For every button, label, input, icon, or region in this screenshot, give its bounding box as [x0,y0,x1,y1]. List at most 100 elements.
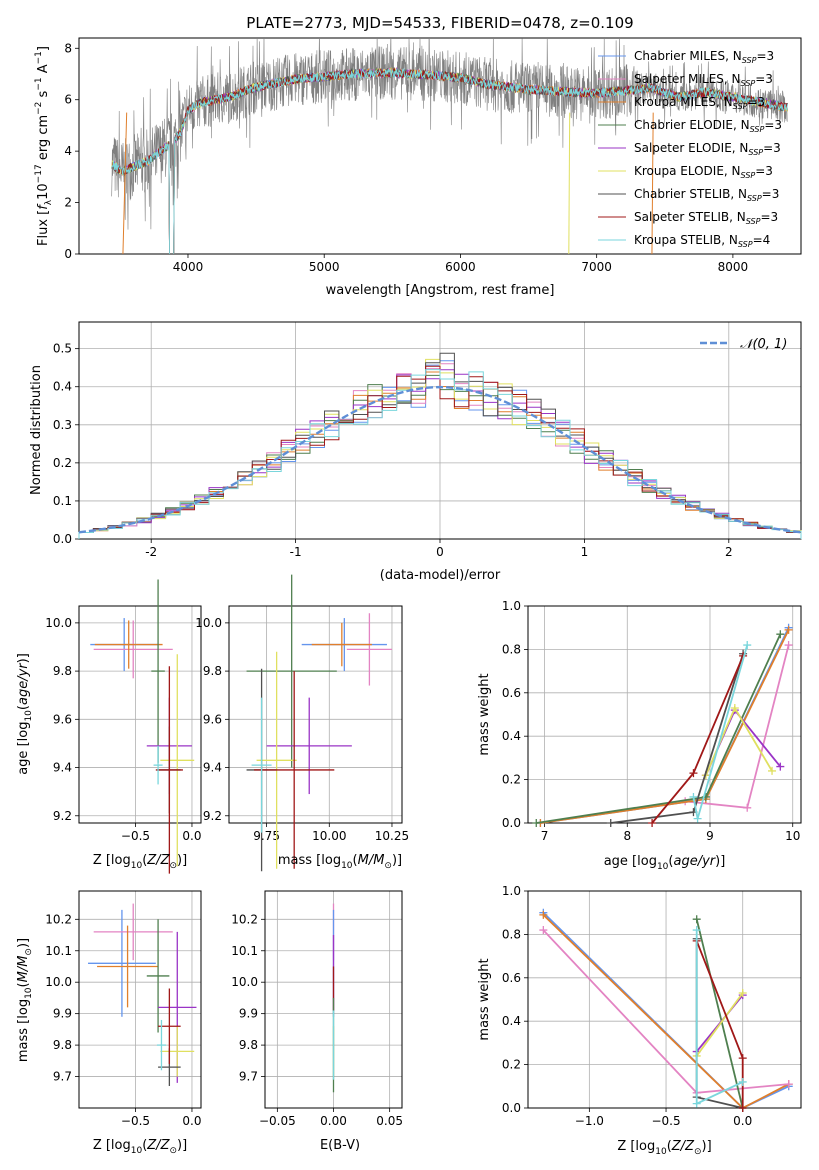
y-tick-label: 1.0 [502,599,521,613]
y-tick-label: 0.2 [53,456,72,470]
x-tick-label: 4000 [173,260,204,274]
y-axis-label: mass weight [477,673,492,755]
weight-marker [606,819,615,827]
y-tick-label: 0.4 [53,380,72,394]
axes-age_vs_mass: 9.75 10.00 10.25 9.2 9.4 9.6 9.8 10.0 mass [log1… [195,574,409,872]
y-tick-label: 9.9 [239,1007,258,1021]
plot-frame [78,890,202,1109]
y-tick-label: 9.6 [53,712,72,726]
x-axis-label: age [log10(age/yr)] [604,854,726,872]
model-dip [122,112,128,254]
y-tick-label: 0 [64,247,72,261]
y-tick-label: 0.4 [502,729,521,743]
x-tick-label: -2 [145,545,157,559]
weight-marker [539,910,548,919]
y-tick-label: 10.2 [45,912,72,926]
plot-frame [78,605,202,824]
y-tick-label: 8 [64,41,72,55]
x-tick-label: 8 [623,829,631,843]
weight-marker [539,926,548,935]
y-tick-label: 9.8 [203,664,222,678]
y-tick-label: 0.6 [502,971,521,985]
x-axis-label: Z [log10(Z/Z⊙)] [617,1139,711,1157]
y-tick-label: 9.9 [53,1007,72,1021]
y-tick-label: 9.7 [53,1070,72,1084]
y-tick-label: 10.0 [195,616,222,630]
y-axis-label: mass [log10(M/M⊙)] [16,938,34,1062]
axes-weight_vs_age: 7 8 9 10 0.0 0.2 0.4 0.6 0.8 1.0 age [log10(age/yr… [477,599,802,872]
x-tick-label: −0.5 [651,1114,680,1128]
x-tick-label: 2 [725,545,733,559]
weight-marker [689,792,698,801]
x-tick-label: −0.5 [121,829,150,843]
y-tick-label: 9.4 [53,761,72,775]
weight-marker [692,926,701,935]
y-tick-label: 10.1 [45,944,72,958]
x-axis-label: Z [log10(Z/Z⊙)] [93,853,187,871]
x-tick-label: 9 [706,829,714,843]
y-tick-label: 0.2 [502,773,521,787]
legend-entry: Kroupa STELIB, NSSP=4 [634,233,770,249]
normal-reference-curve [78,385,802,534]
plot-frame [264,890,403,1109]
y-tick-label: 9.8 [53,1038,72,1052]
weight-marker [738,1104,747,1112]
weight-marker [648,819,657,827]
y-tick-label: 9.2 [53,809,72,823]
y-tick-label: 9.6 [203,712,222,726]
y-tick-label: 0.0 [502,816,521,830]
axes-mass_vs_Z: −0.5 0.0 9.7 9.8 9.9 10.0 10.1 10.2 Z [log10(Z/Z… [16,890,202,1156]
axes-spectrum: 4000 5000 6000 7000 8000 0 2 4 6 8 wavelength [Ang… [34,37,802,298]
y-tick-label: 9.8 [53,664,72,678]
y-axis-label: Flux [fλ10−17 erg cm−2 s−1 A−1] [34,46,54,246]
y-tick-label: 9.8 [239,1038,258,1052]
weight-marker [784,625,793,634]
x-tick-label: 0.00 [320,1114,347,1128]
weight-marker [738,988,747,997]
weight-marker [730,703,739,712]
x-tick-label: 9.75 [253,829,280,843]
legend-entry: Chabrier ELODIE, NSSP=3 [634,118,782,134]
axes-mass_vs_ebv: −0.05 0.00 0.05 9.7 9.8 9.9 10.0 10.1 10.2 E(B-V) [231,890,403,1153]
y-tick-label: 4 [64,144,72,158]
legend-entry: Chabrier MILES, NSSP=3 [634,49,774,65]
weight-marker [768,766,777,775]
y-tick-label: 0.8 [502,642,521,656]
y-tick-label: 0.0 [53,532,72,546]
x-axis-label: (data-model)/error [380,568,501,583]
weight-marker [738,1054,747,1063]
x-tick-label: -1 [290,545,302,559]
legend-entry: 𝒩(0, 1) [740,337,787,352]
model-dip [651,112,654,254]
legend-entry: Salpeter STELIB, NSSP=3 [634,210,778,226]
x-axis-label: E(B-V) [320,1138,360,1153]
figure-title: PLATE=2773, MJD=54533, FIBERID=0478, z=0… [246,14,633,32]
y-tick-label: 10.2 [231,912,258,926]
y-tick-label: 0.8 [502,927,521,941]
x-tick-label: 7000 [581,260,612,274]
y-axis-label: age [log10(age/yr)] [16,653,34,775]
weight-marker [784,1080,793,1089]
y-tick-label: 0.0 [502,1101,521,1115]
plot-frame [527,605,802,824]
residual-histogram [78,369,802,539]
legend-entry: Kroupa ELODIE, NSSP=3 [634,164,773,180]
y-tick-label: 0.5 [53,342,72,356]
weight-line [695,992,744,1057]
weight-marker [784,641,793,650]
y-tick-label: 9.7 [239,1070,258,1084]
x-tick-label: 7 [541,829,549,843]
x-tick-label: 8000 [718,260,749,274]
x-tick-label: 0.0 [733,1114,752,1128]
weight-marker [743,641,752,650]
y-axis-label: Normed distribution [29,365,44,495]
legend-entry: Chabrier STELIB, NSSP=3 [634,187,779,203]
y-tick-label: 0.6 [502,686,521,700]
x-tick-label: 0.0 [182,1114,201,1128]
x-tick-label: 10 [785,829,800,843]
x-axis-label: Z [log10(Z/Z⊙)] [93,1138,187,1156]
y-tick-label: 6 [64,93,72,107]
y-tick-label: 1.0 [502,884,521,898]
legend-entry: Salpeter MILES, NSSP=3 [634,72,773,88]
